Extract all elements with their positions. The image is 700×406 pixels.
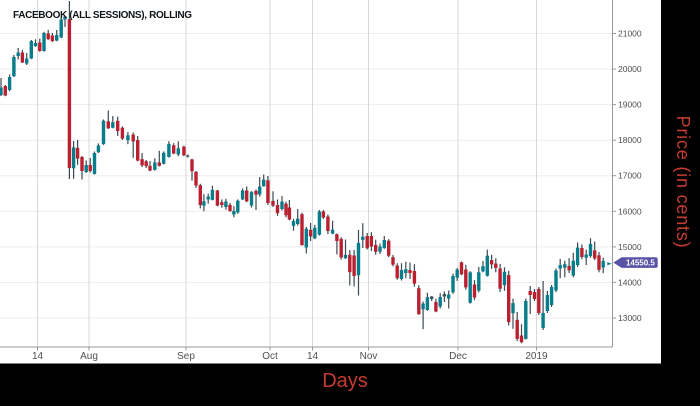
svg-text:15000: 15000	[618, 242, 642, 252]
svg-text:14: 14	[307, 351, 319, 362]
svg-text:FACEBOOK (ALL SESSIONS), ROLLI: FACEBOOK (ALL SESSIONS), ROLLING	[13, 10, 192, 21]
svg-text:14: 14	[32, 351, 44, 362]
svg-text:Oct: Oct	[262, 351, 278, 362]
svg-text:19000: 19000	[618, 100, 642, 110]
svg-text:14550.5: 14550.5	[626, 258, 655, 267]
svg-text:16000: 16000	[618, 206, 642, 216]
svg-text:13000: 13000	[618, 313, 642, 323]
svg-text:17000: 17000	[618, 171, 642, 181]
svg-text:Days: Days	[322, 370, 368, 392]
svg-text:Nov: Nov	[360, 351, 378, 362]
svg-text:Price (in cents): Price (in cents)	[673, 116, 693, 249]
svg-text:21000: 21000	[618, 29, 642, 39]
svg-text:20000: 20000	[618, 64, 642, 74]
svg-text:2019: 2019	[525, 351, 548, 362]
svg-text:Dec: Dec	[449, 351, 467, 362]
svg-text:14000: 14000	[618, 277, 642, 287]
svg-text:Aug: Aug	[80, 351, 98, 362]
svg-text:Sep: Sep	[177, 351, 195, 362]
svg-text:18000: 18000	[618, 135, 642, 145]
